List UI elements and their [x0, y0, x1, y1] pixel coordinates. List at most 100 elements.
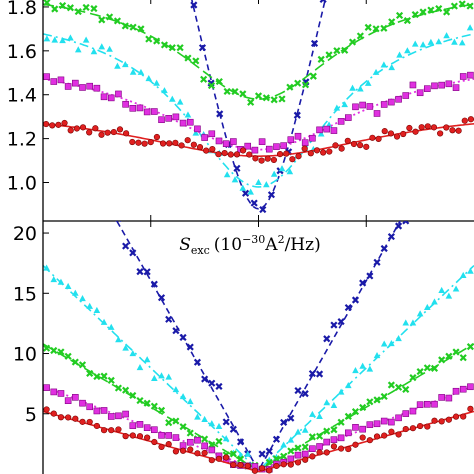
data-point [203, 147, 210, 154]
data-point [278, 95, 286, 103]
data-point [289, 156, 296, 163]
data-point [427, 6, 435, 14]
data-point [179, 423, 187, 431]
data-point [57, 278, 65, 285]
data-point [208, 457, 215, 464]
data-point [123, 130, 130, 137]
data-point [431, 298, 438, 305]
data-point [229, 425, 237, 433]
data-point [73, 154, 79, 160]
data-point [244, 450, 252, 457]
fit-line [115, 221, 402, 472]
data-point [186, 343, 194, 351]
data-point [246, 151, 253, 158]
data-point [172, 448, 179, 455]
data-point [50, 346, 58, 355]
data-point [186, 398, 194, 405]
data-point [455, 127, 462, 134]
series-1 [43, 0, 474, 106]
data-point [100, 407, 108, 414]
data-point [308, 369, 316, 378]
data-point [380, 61, 388, 68]
data-point [356, 32, 364, 40]
series-2 [43, 24, 474, 195]
data-point [344, 429, 352, 437]
data-point [179, 333, 187, 341]
data-point [313, 147, 321, 154]
data-point [349, 84, 356, 91]
data-point [194, 413, 201, 420]
data-point [121, 60, 129, 68]
data-point [186, 429, 194, 437]
data-point [64, 83, 72, 90]
data-point [165, 441, 172, 448]
data-point [438, 356, 446, 364]
fit-line [43, 3, 474, 100]
data-point [100, 427, 108, 434]
data-point [190, 141, 197, 148]
data-point [215, 151, 222, 158]
data-point [50, 388, 58, 396]
data-point [380, 392, 388, 401]
data-point [388, 418, 395, 426]
data-point [287, 447, 295, 455]
data-point [247, 188, 254, 195]
data-point [176, 44, 184, 52]
data-point [201, 449, 208, 457]
data-point [82, 36, 90, 43]
data-point [262, 94, 270, 102]
data-point [258, 450, 266, 458]
data-point [337, 388, 345, 395]
title-unit-exponent: 2 [278, 233, 285, 246]
data-point [435, 38, 443, 45]
data-point [90, 5, 98, 13]
data-point [137, 25, 145, 33]
data-point [373, 396, 381, 404]
data-point [122, 386, 130, 394]
data-point [259, 205, 267, 214]
data-point [373, 433, 381, 440]
data-point [395, 11, 404, 20]
data-point [344, 137, 351, 144]
data-point [168, 44, 176, 52]
data-point [55, 121, 62, 128]
data-point [443, 32, 450, 39]
data-point [337, 318, 345, 326]
data-point [351, 408, 360, 416]
data-point [106, 45, 113, 52]
data-point [350, 140, 358, 148]
data-point [344, 114, 352, 121]
data-point [184, 111, 192, 118]
data-point [239, 184, 247, 191]
data-point [352, 103, 359, 111]
data-point [250, 199, 258, 207]
data-point [158, 372, 165, 379]
data-point [86, 302, 93, 309]
data-point [141, 140, 148, 147]
data-point [236, 455, 245, 463]
data-point [283, 150, 290, 157]
data-point [129, 391, 137, 400]
data-point [114, 62, 121, 69]
data-point [424, 85, 431, 92]
data-point [244, 462, 251, 469]
y-tick-label: 5 [25, 404, 37, 426]
data-point [115, 336, 122, 343]
data-point [57, 348, 65, 356]
data-point [294, 444, 302, 452]
data-point [270, 96, 278, 104]
data-point [44, 87, 50, 93]
data-point [236, 438, 245, 446]
data-point [258, 157, 265, 164]
data-point [233, 151, 241, 158]
data-point [286, 83, 294, 91]
data-point [366, 398, 374, 406]
data-point [78, 361, 87, 369]
data-point [198, 44, 207, 52]
data-point [153, 37, 161, 45]
data-point [294, 451, 302, 459]
data-point [43, 73, 50, 80]
data-point [72, 415, 79, 422]
data-point [466, 2, 474, 10]
data-point [79, 84, 86, 91]
